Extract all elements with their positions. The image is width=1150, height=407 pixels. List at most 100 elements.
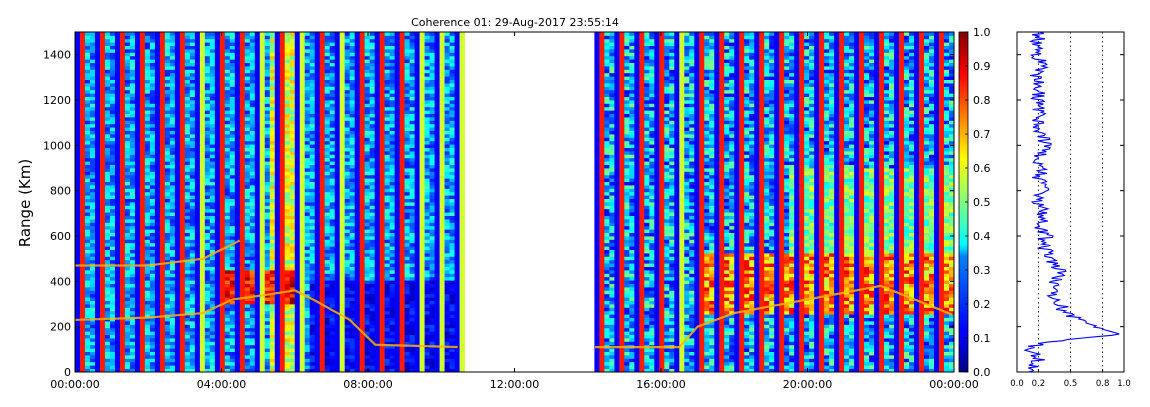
heatmap-cell bbox=[669, 287, 675, 291]
heatmap-cell bbox=[369, 331, 376, 335]
heatmap-cell bbox=[249, 331, 256, 335]
heatmap-cell bbox=[209, 236, 216, 240]
heatmap-cell bbox=[609, 106, 615, 111]
heatmap-cell bbox=[624, 246, 630, 250]
heatmap-cell bbox=[229, 307, 236, 312]
heatmap-cell bbox=[89, 127, 96, 131]
heatmap-cell bbox=[229, 310, 236, 315]
heatmap-cell bbox=[649, 38, 655, 43]
heatmap-cell bbox=[349, 310, 356, 315]
heatmap-cell bbox=[449, 219, 455, 223]
heatmap-cell bbox=[269, 341, 276, 346]
heatmap-cell bbox=[409, 358, 416, 363]
heatmap-cell bbox=[304, 181, 311, 186]
heatmap-cell bbox=[109, 229, 116, 233]
heatmap-cell bbox=[309, 242, 316, 247]
heatmap-cell bbox=[144, 202, 151, 206]
heatmap-cell bbox=[104, 246, 111, 250]
heatmap-cell bbox=[369, 338, 376, 342]
heatmap-cell bbox=[349, 154, 356, 159]
heatmap-cell bbox=[269, 361, 276, 366]
heatmap-cell bbox=[289, 171, 296, 176]
heatmap-cell bbox=[89, 45, 96, 50]
heatmap-cell bbox=[664, 270, 670, 274]
heatmap-cell bbox=[389, 232, 396, 237]
heatmap-cell bbox=[324, 103, 331, 108]
heatmap-cell bbox=[364, 69, 371, 74]
heatmap-cell bbox=[389, 314, 396, 318]
heatmap-cell bbox=[304, 348, 311, 352]
heatmap-cell bbox=[164, 106, 171, 111]
heatmap-cell bbox=[449, 151, 455, 155]
heatmap-cell bbox=[249, 35, 256, 40]
heatmap-cell bbox=[329, 246, 336, 250]
heatmap-cell bbox=[124, 341, 131, 346]
heatmap-cell bbox=[184, 198, 191, 203]
heatmap-cell bbox=[209, 334, 216, 339]
heatmap-cell bbox=[124, 205, 131, 210]
heatmap-cell bbox=[664, 154, 670, 159]
heatmap-cell bbox=[369, 314, 376, 318]
heatmap-cell bbox=[429, 147, 435, 152]
heatmap-cell bbox=[189, 202, 196, 206]
heatmap-cell bbox=[384, 249, 391, 254]
heatmap-cell bbox=[284, 147, 291, 152]
heatmap-cell bbox=[264, 76, 271, 80]
heatmap-cell bbox=[424, 62, 430, 67]
heatmap-cell bbox=[89, 219, 96, 223]
heatmap-cell bbox=[404, 134, 411, 138]
heatmap-cell bbox=[649, 35, 655, 40]
heatmap-cell bbox=[244, 365, 251, 369]
heatmap-cell bbox=[304, 49, 311, 53]
heatmap-cell bbox=[204, 307, 211, 312]
heatmap-cell bbox=[144, 120, 151, 125]
heatmap-cell bbox=[264, 300, 271, 305]
heatmap-cell bbox=[129, 215, 136, 220]
heatmap-cell bbox=[244, 89, 251, 94]
heatmap-cell bbox=[444, 290, 450, 295]
heatmap-cell bbox=[644, 246, 650, 250]
heatmap-cell bbox=[369, 59, 376, 63]
heatmap-cell bbox=[624, 66, 630, 70]
heatmap-cell bbox=[249, 83, 256, 87]
heatmap-cell bbox=[329, 59, 336, 63]
heatmap-cell bbox=[269, 270, 276, 274]
heatmap-cell bbox=[284, 239, 291, 244]
heatmap-cell bbox=[604, 49, 610, 53]
heatmap-cell bbox=[149, 110, 156, 114]
heatmap-cell bbox=[369, 72, 376, 77]
heatmap-cell bbox=[144, 117, 151, 121]
heatmap-cell bbox=[669, 76, 675, 80]
heatmap-cell bbox=[444, 327, 450, 332]
heatmap-cell bbox=[404, 232, 411, 237]
heatmap-cell bbox=[449, 355, 455, 359]
heatmap-cell bbox=[169, 225, 176, 230]
heatmap-cell bbox=[384, 93, 391, 97]
heatmap-cell bbox=[629, 35, 635, 40]
heatmap-cell bbox=[609, 202, 615, 206]
heatmap-cell bbox=[689, 283, 695, 288]
heatmap-cell bbox=[329, 202, 336, 206]
heatmap-cell bbox=[124, 368, 131, 373]
heatmap-cell bbox=[424, 151, 430, 155]
heatmap-cell bbox=[384, 273, 391, 278]
heatmap-cell bbox=[449, 358, 455, 363]
heatmap-cell bbox=[409, 283, 416, 288]
heatmap-cell bbox=[329, 341, 336, 346]
heatmap-cell bbox=[124, 49, 131, 53]
heatmap-cell bbox=[269, 283, 276, 288]
heatmap-cell bbox=[649, 113, 655, 118]
heatmap-cell bbox=[644, 348, 650, 352]
heatmap-cell bbox=[284, 259, 291, 264]
heatmap-cell bbox=[244, 52, 251, 57]
heatmap-cell bbox=[84, 93, 91, 97]
heatmap-cell bbox=[324, 314, 331, 318]
heatmap-cell bbox=[664, 236, 670, 240]
heatmap-cell bbox=[689, 120, 695, 125]
heatmap-cells bbox=[75, 32, 955, 373]
heatmap-cell bbox=[689, 358, 695, 363]
heatmap-cell bbox=[664, 69, 670, 74]
heatmap-cell bbox=[169, 123, 176, 128]
heatmap-cell bbox=[669, 117, 675, 121]
heatmap-cell bbox=[144, 86, 151, 91]
